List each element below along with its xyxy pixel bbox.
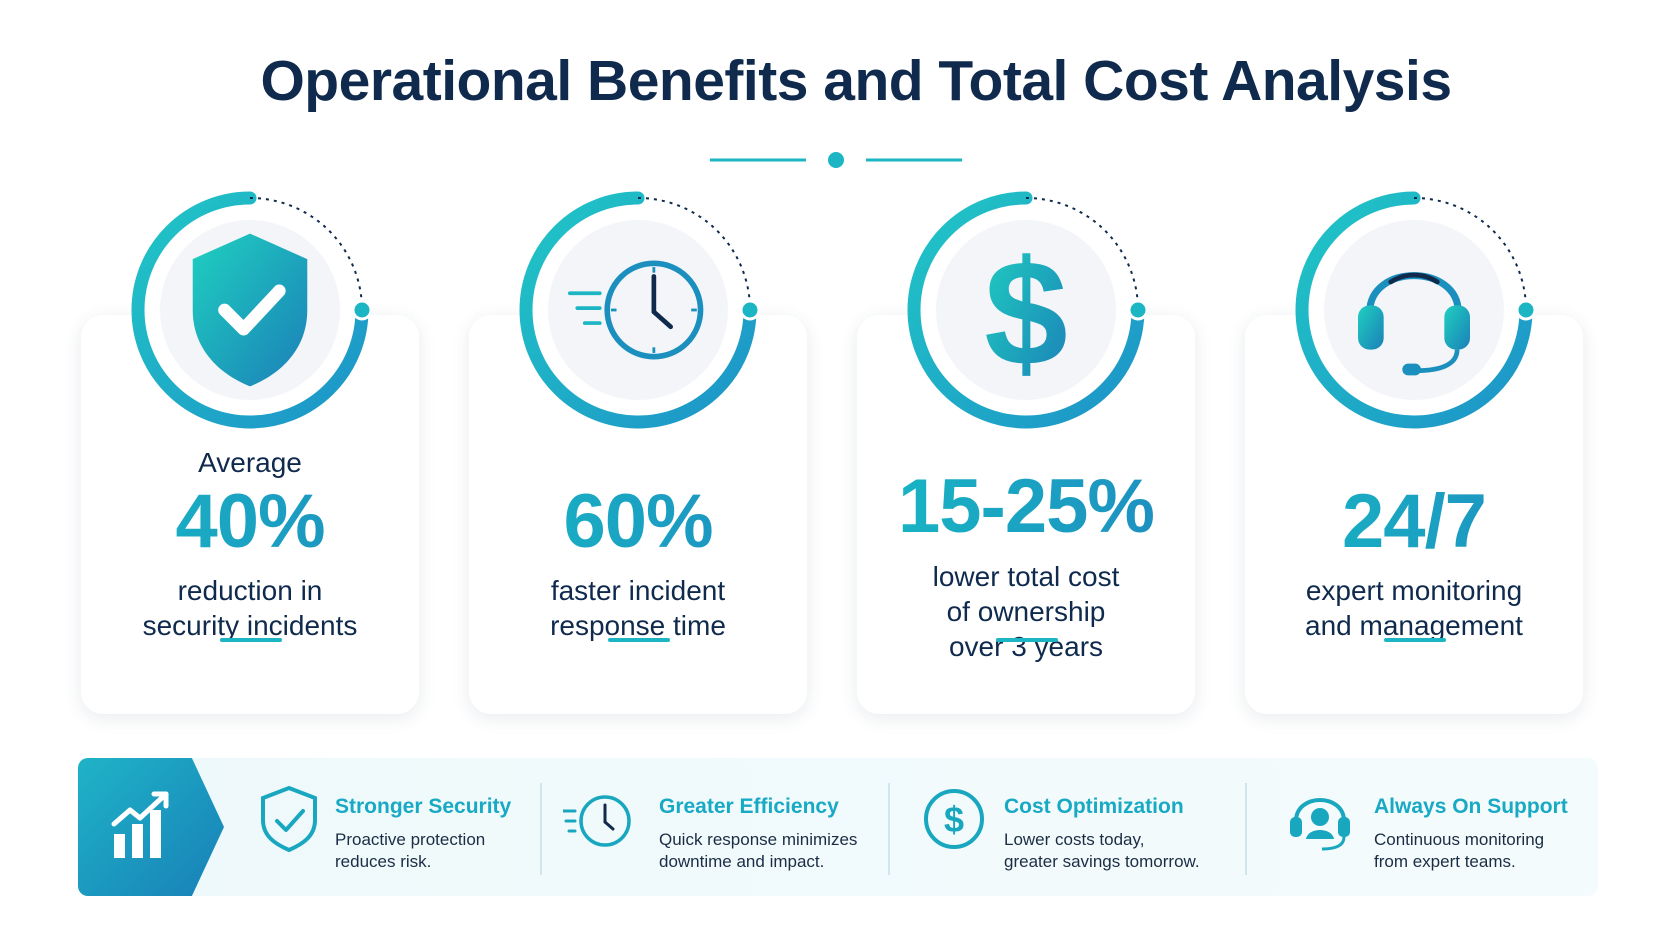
feature-always-on-support: Always On Support Continuous monitoring … [1286,775,1586,875]
feature-text: Lower costs today, greater savings tomor… [1004,829,1244,873]
feature-title: Greater Efficiency [659,795,839,818]
stat-value: 15-25% [857,463,1195,550]
stat-value: 24/7 [1245,478,1583,565]
stat-description-line2: response time [550,610,726,641]
growth-chart-icon [111,791,169,858]
feature-text-line1: Proactive protection [335,830,486,849]
stat-description-line3: over 3 years [948,631,1104,662]
card-accent-line [608,638,670,642]
progress-ring: $ [906,190,1149,430]
card-accent-line [996,638,1058,642]
growth-badge [78,758,224,896]
headset-icon [1344,240,1484,380]
stat-description-line2: and management [1305,610,1523,641]
feature-title: Stronger Security [335,795,512,818]
stat-description-line1: expert monitoring [1305,575,1523,606]
card-accent-line [1384,638,1446,642]
progress-ring [1294,190,1537,430]
progress-ring [130,190,373,430]
support-person-icon [1290,798,1350,851]
feature-text-line1: Lower costs today, [1004,830,1145,849]
feature-separator [540,783,542,875]
feature-title: Always On Support [1374,795,1568,818]
feature-text-line1: Quick response minimizes [659,830,858,849]
feature-separator [1245,783,1247,875]
stat-prefix: Average [198,447,302,478]
feature-text: Continuous monitoring from expert teams. [1374,829,1614,873]
feature-stronger-security: Stronger Security Proactive protection r… [255,775,545,875]
stat-description-line1: faster incident [550,575,726,606]
stat-description-line2: security incidents [142,610,358,641]
feature-cost-optimization: $ Cost Optimization Lower costs today, g… [920,775,1230,875]
feature-text-line2: reduces risk. [335,852,432,871]
page-title: Operational Benefits and Total Cost Anal… [260,49,1452,113]
progress-ring [518,190,761,430]
dollar-icon: $ [956,229,1096,397]
feature-text-line2: downtime and impact. [659,852,825,871]
feature-text-line1: Continuous monitoring [1374,830,1545,849]
svg-text:$: $ [984,229,1068,397]
feature-greater-efficiency: Greater Efficiency Quick response minimi… [563,775,883,875]
shield-check-icon [180,233,320,387]
feature-separator [888,783,890,875]
svg-text:$: $ [944,799,964,840]
stat-description-line2: of ownership [946,596,1106,627]
shield-check-icon [261,785,317,853]
stat-value: 40% [81,478,419,565]
clock-fast-icon [568,240,708,380]
title-divider [710,152,962,168]
clock-fast-icon [563,795,631,847]
feature-title: Cost Optimization [1004,795,1184,818]
feature-text-line2: from expert teams. [1374,852,1516,871]
feature-text: Quick response minimizes downtime and im… [659,829,899,873]
card-accent-line [220,638,282,642]
stat-description-line1: lower total cost [932,561,1120,592]
feature-text-line2: greater savings tomorrow. [1004,852,1200,871]
dollar-icon: $ [924,789,984,849]
stat-value: 60% [469,478,807,565]
stat-description-line1: reduction in [177,575,323,606]
feature-text: Proactive protection reduces risk. [335,829,575,873]
